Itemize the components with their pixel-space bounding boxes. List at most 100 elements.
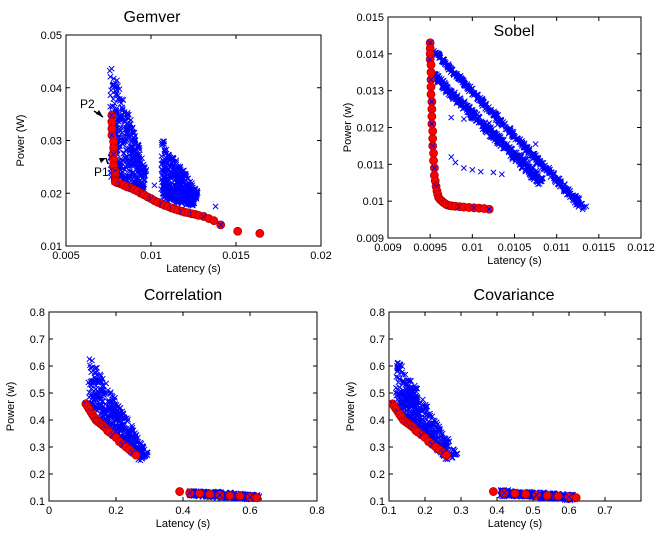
- explored-point: [119, 96, 125, 103]
- pareto-point: [426, 82, 436, 92]
- x-tick-label: 0.0095: [413, 242, 447, 254]
- explored-point: [151, 182, 158, 189]
- explored-point: [112, 422, 119, 429]
- explored-point: [178, 198, 185, 205]
- explored-point: [444, 436, 451, 443]
- annotation-label: P1: [94, 165, 109, 179]
- explored-point: [135, 175, 142, 182]
- explored-point: [184, 182, 191, 189]
- explored-point: [184, 190, 191, 197]
- explored-point: [521, 144, 528, 151]
- explored-point: [423, 407, 430, 414]
- explored-point: [535, 181, 541, 188]
- y-tick-label: 0.03: [41, 136, 62, 148]
- pareto-point: [521, 489, 531, 499]
- explored-point: [163, 150, 170, 157]
- explored-point: [132, 132, 139, 139]
- explored-point: [89, 357, 95, 364]
- explored-point: [458, 75, 465, 81]
- explored-point: [167, 174, 174, 181]
- explored-point: [100, 382, 106, 389]
- explored-point: [449, 93, 456, 100]
- explored-point: [165, 155, 172, 162]
- explored-point: [87, 378, 94, 385]
- pareto-point: [235, 491, 245, 501]
- explored-point: [92, 386, 99, 392]
- explored-point: [534, 170, 540, 177]
- explored-point: [580, 204, 587, 211]
- x-tick-label: 0.005: [52, 250, 80, 262]
- explored-point: [396, 376, 403, 382]
- explored-point: [132, 161, 139, 168]
- explored-point: [188, 199, 195, 206]
- pareto-point: [209, 216, 219, 226]
- pareto-point: [255, 228, 265, 238]
- plot-frame: [388, 311, 642, 502]
- explored-point: [532, 141, 539, 148]
- explored-point: [472, 117, 479, 124]
- explored-point: [395, 379, 402, 386]
- explored-point: [129, 143, 136, 150]
- pareto-point: [426, 89, 436, 99]
- explored-point: [518, 152, 525, 159]
- explored-point: [94, 377, 101, 384]
- explored-point: [124, 416, 131, 423]
- explored-point: [116, 134, 123, 141]
- explored-point: [486, 127, 492, 134]
- explored-point: [132, 154, 139, 161]
- explored-point: [179, 167, 186, 174]
- pareto-point: [426, 67, 436, 77]
- explored-point: [119, 414, 126, 421]
- y-tick-label: 0.02: [41, 188, 62, 200]
- explored-point: [104, 398, 111, 405]
- chart-title: Correlation: [144, 287, 222, 304]
- pareto-point: [571, 493, 581, 503]
- pareto-point: [427, 112, 437, 121]
- x-tick-label: 0.012: [627, 242, 655, 254]
- explored-point: [113, 91, 120, 98]
- explored-point: [569, 197, 576, 203]
- explored-point: [434, 72, 441, 79]
- explored-point: [460, 165, 467, 171]
- explored-point: [175, 163, 182, 170]
- explored-point: [510, 134, 517, 141]
- pareto-point: [510, 489, 520, 498]
- explored-point: [186, 490, 193, 496]
- explored-point: [129, 429, 135, 435]
- explored-point: [481, 121, 488, 128]
- explored-point: [173, 198, 180, 205]
- y-axis-label: Power (W): [15, 115, 27, 167]
- explored-point: [393, 373, 400, 380]
- explored-point: [434, 50, 441, 57]
- explored-point: [144, 449, 151, 456]
- explored-point: [161, 146, 168, 153]
- x-tick-label: 0.0115: [582, 242, 615, 254]
- explored-point: [535, 158, 542, 165]
- y-tick-label: 0.4: [30, 415, 45, 427]
- explored-point: [488, 106, 494, 113]
- explored-point: [429, 98, 435, 105]
- explored-point: [512, 152, 519, 159]
- explored-point: [121, 109, 128, 115]
- explored-point: [217, 222, 224, 228]
- explored-point: [165, 165, 172, 172]
- y-tick-label: 0.01: [363, 196, 384, 208]
- pareto-point: [233, 226, 243, 236]
- panel-sobel: Sobel 0.009 0.0095 0.01 0.0105 0.011 0.0115 0.0…: [342, 12, 655, 267]
- y-tick-label: 0.4: [370, 415, 385, 427]
- explored-point: [405, 406, 412, 413]
- pareto-point: [195, 489, 205, 498]
- explored-point: [119, 172, 126, 179]
- explored-point: [531, 150, 538, 157]
- explored-point: [166, 192, 173, 199]
- x-tick-label: 0.02: [310, 250, 331, 262]
- explored-point: [119, 134, 126, 141]
- explored-point: [543, 167, 550, 174]
- explored-point: [98, 402, 104, 409]
- explored-point: [123, 155, 130, 162]
- explored-point: [185, 184, 192, 191]
- explored-point: [403, 380, 410, 387]
- explored-point: [162, 167, 168, 174]
